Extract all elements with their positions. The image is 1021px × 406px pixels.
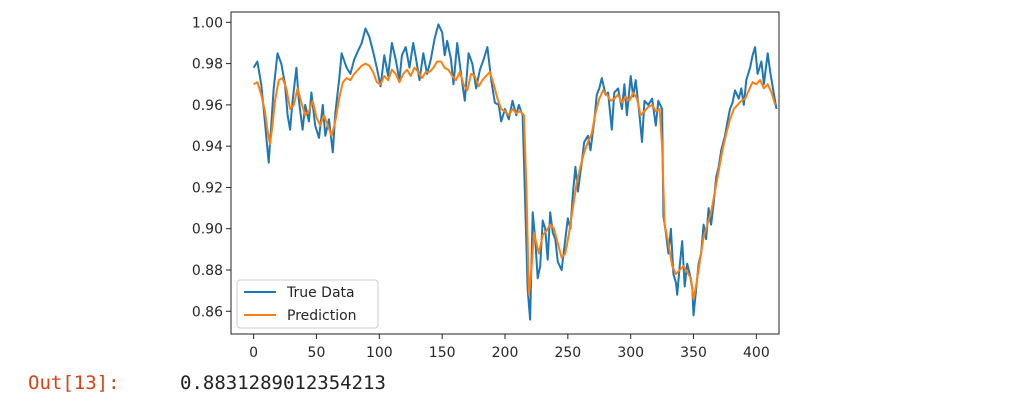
x-tick-label: 400 [743,345,770,361]
y-tick-label: 0.94 [192,139,223,155]
y-tick-label: 0.88 [192,263,223,279]
legend-label-prediction: Prediction [287,308,357,324]
output-prompt: Out[13]: [28,372,120,394]
x-tick-label: 0 [249,345,258,361]
data-lines [252,23,778,321]
output-value: 0.8831289012354213 [180,372,386,394]
y-tick-label: 0.96 [192,98,223,114]
y-tick-label: 0.86 [192,304,223,320]
y-axis: 0.86 0.88 0.90 0.92 0.94 0.96 0.98 1.00 [192,15,231,320]
legend: True Data Prediction [236,279,379,329]
legend-label-true-data: True Data [286,285,355,301]
output-cell: Out[13]: 0.8831289012354213 [28,369,386,397]
y-tick-label: 0.90 [192,222,223,238]
x-tick-label: 250 [554,345,581,361]
x-tick-label: 350 [680,345,707,361]
y-tick-label: 1.00 [192,15,223,31]
x-tick-label: 300 [617,345,644,361]
series-line-prediction [253,60,777,300]
x-axis: 0 50 100 150 200 250 300 350 400 [249,334,770,361]
x-tick-label: 100 [366,345,393,361]
y-tick-label: 0.92 [192,180,223,196]
y-tick-label: 0.98 [192,57,223,73]
x-tick-label: 150 [429,345,456,361]
x-tick-label: 50 [308,345,326,361]
x-tick-label: 200 [492,345,519,361]
